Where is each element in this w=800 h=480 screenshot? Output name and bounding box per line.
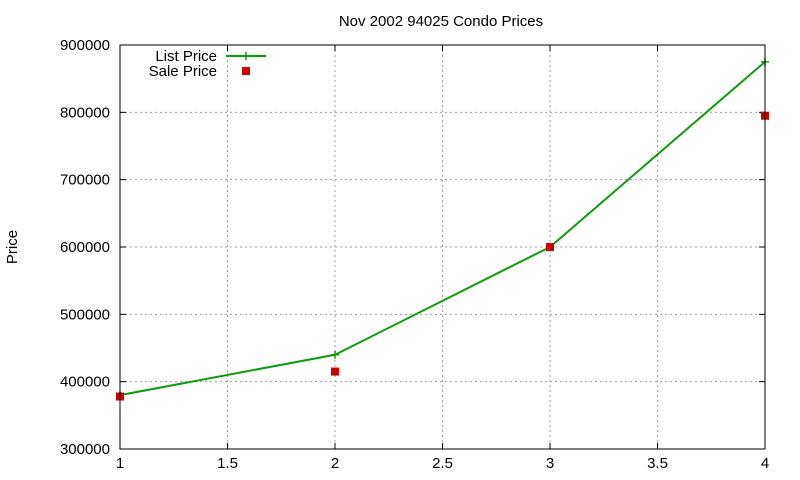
x-tick-label: 3.5 xyxy=(647,455,668,472)
x-tick-label: 2 xyxy=(331,455,339,472)
sale-price-point xyxy=(546,243,554,251)
y-tick-label: 800000 xyxy=(60,104,110,121)
legend: List Price Sale Price xyxy=(149,48,266,80)
y-tick-label: 900000 xyxy=(60,37,110,54)
chart-title: Nov 2002 94025 Condo Prices xyxy=(339,13,543,30)
sale-price-point xyxy=(331,367,339,376)
list-price-point xyxy=(331,350,339,359)
plot-frame xyxy=(119,44,766,450)
series-layer xyxy=(116,57,769,401)
x-tick-label: 1 xyxy=(116,455,124,472)
x-tick-label: 4 xyxy=(761,455,769,472)
y-tick-label: 400000 xyxy=(60,374,110,391)
x-tick-label: 3 xyxy=(546,455,554,472)
x-tick-label: 1.5 xyxy=(217,455,238,472)
y-tick-label: 600000 xyxy=(60,239,110,256)
legend-label-sale-price: Sale Price xyxy=(149,63,217,80)
y-tick-label: 500000 xyxy=(60,306,110,323)
x-tick-label: 2.5 xyxy=(432,455,453,472)
grid xyxy=(120,45,765,449)
y-axis-label: Price xyxy=(4,230,21,264)
legend-label-list-price: List Price xyxy=(155,48,217,65)
legend-swatch-sale-price xyxy=(242,67,250,75)
axis-ticks: 300000 400000 500000 600000 700000 800000 9000… xyxy=(60,37,769,472)
legend-marker-list-price xyxy=(242,52,250,60)
y-tick-label: 700000 xyxy=(60,172,110,189)
series-line-list-price xyxy=(119,61,766,397)
y-tick-label: 300000 xyxy=(60,441,110,458)
